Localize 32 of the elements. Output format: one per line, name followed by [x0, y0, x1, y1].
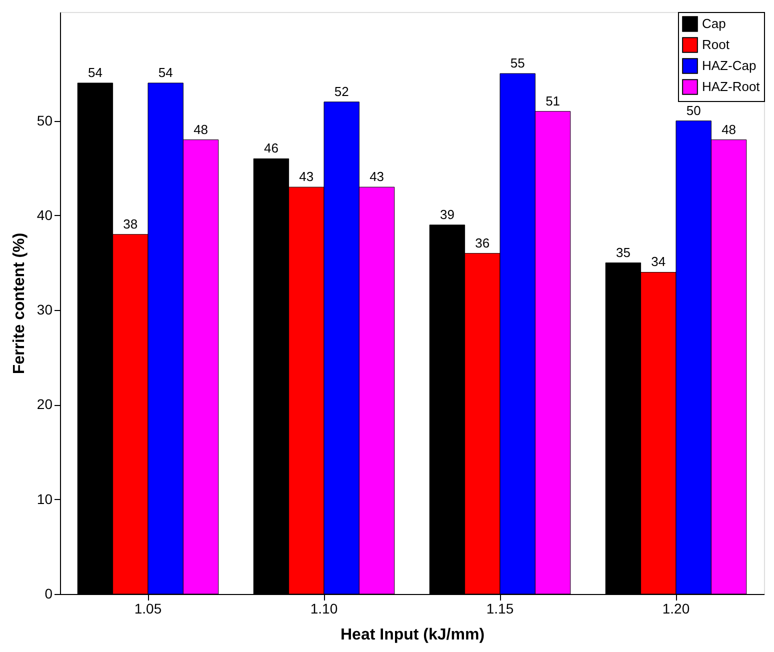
data-label: 39 — [440, 206, 454, 222]
data-label: 54 — [158, 64, 173, 80]
y-tick-label: 40 — [36, 206, 53, 223]
data-label: 34 — [651, 254, 666, 270]
y-tick-label: 10 — [36, 490, 53, 507]
data-label: 38 — [123, 216, 138, 232]
data-label: 50 — [686, 102, 701, 118]
y-tick-label: 20 — [36, 396, 53, 412]
legend-label: Cap — [702, 16, 726, 31]
data-label: 46 — [264, 140, 278, 156]
data-label: 51 — [546, 93, 560, 108]
data-label: 55 — [510, 56, 525, 71]
data-label: 43 — [370, 169, 384, 184]
legend-label: Root — [702, 37, 730, 52]
x-tick-label: 1.20 — [662, 600, 690, 616]
y-axis-title: Ferrite content (%) — [10, 232, 28, 374]
y-tick-label: 50 — [36, 112, 53, 128]
x-axis-title: Heat Input (kJ/mm) — [340, 626, 485, 644]
legend-label: HAZ-Root — [702, 79, 760, 94]
x-tick-label: 1.05 — [134, 600, 162, 616]
y-tick-label: 30 — [36, 302, 53, 318]
y-tick-label: 0 — [44, 586, 53, 602]
x-tick-label: 1.15 — [486, 600, 514, 616]
data-label: 52 — [334, 84, 349, 99]
legend-label: HAZ-Cap — [702, 58, 756, 73]
data-label: 36 — [475, 235, 490, 250]
data-label: 48 — [722, 122, 736, 137]
data-label: 48 — [194, 122, 208, 137]
data-label: 43 — [299, 169, 314, 184]
x-tick-label: 1.10 — [310, 600, 338, 616]
data-label: 54 — [88, 64, 102, 80]
data-label: 35 — [616, 244, 630, 260]
